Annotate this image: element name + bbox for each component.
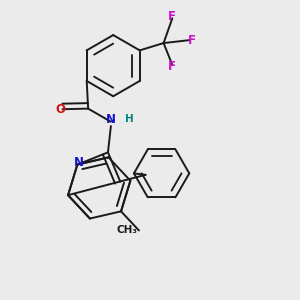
Text: CH₃: CH₃ (116, 226, 137, 236)
Text: H: H (125, 114, 134, 124)
Text: N: N (106, 113, 116, 126)
Text: O: O (56, 103, 65, 116)
Text: F: F (168, 10, 176, 23)
Text: F: F (188, 34, 196, 47)
Text: F: F (168, 60, 176, 73)
Text: N: N (74, 156, 84, 169)
